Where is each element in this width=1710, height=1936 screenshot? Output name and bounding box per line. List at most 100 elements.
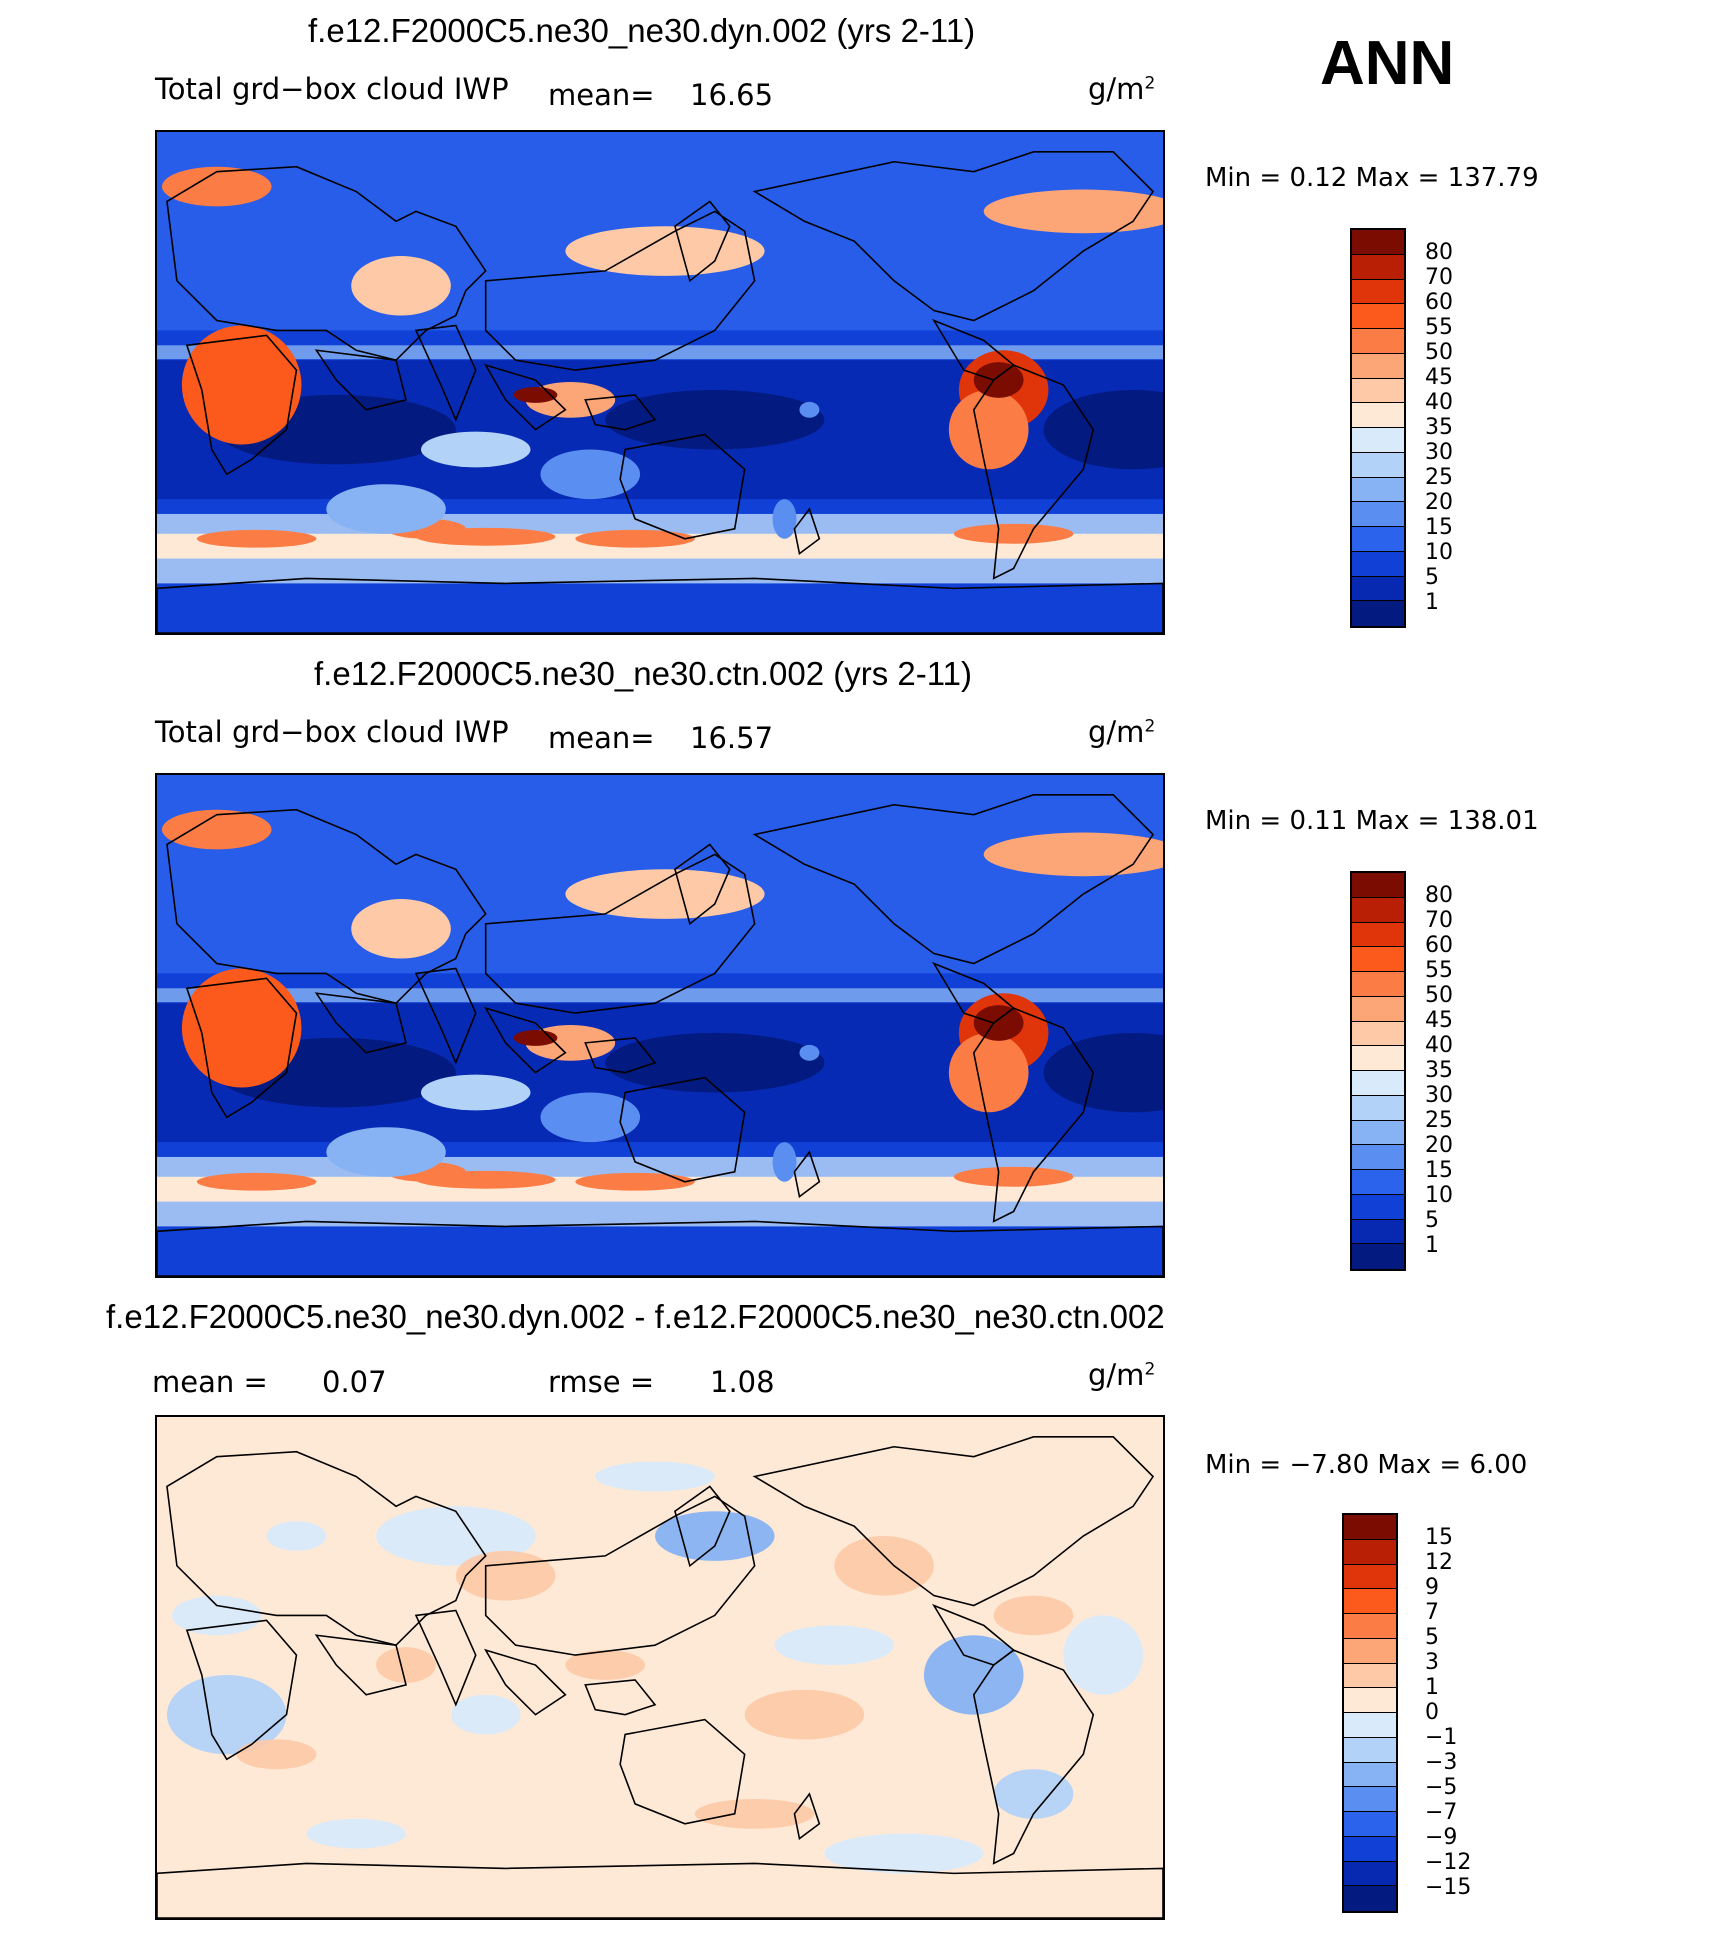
colorbar-tick-label: 45 <box>1425 1008 1453 1033</box>
colorbar-swatch <box>1352 378 1404 404</box>
colorbar-tick-label: 15 <box>1425 1525 1453 1550</box>
colorbar-tick-label: 15 <box>1425 515 1453 540</box>
colorbar-tick-label: 35 <box>1425 1058 1453 1083</box>
colorbar-tick-label: 80 <box>1425 883 1453 908</box>
panel1-mean-label: mean= <box>548 78 655 112</box>
colorbar-swatch <box>1352 279 1404 305</box>
colorbar-tick-label: 9 <box>1425 1575 1439 1600</box>
colorbar-swatch <box>1344 1713 1396 1738</box>
colorbar-swatch <box>1352 502 1404 527</box>
colorbar-tick-label: 3 <box>1425 1650 1439 1675</box>
panel1-units: g/m2 <box>1088 72 1156 106</box>
colorbar-swatch <box>1352 947 1404 972</box>
panel3-mean-label: mean = <box>152 1365 268 1399</box>
colorbar-swatch <box>1352 428 1404 453</box>
colorbar-swatch <box>1344 1762 1396 1788</box>
colorbar-tick-label: 1 <box>1425 590 1439 615</box>
colorbar-tick-label: 35 <box>1425 415 1453 440</box>
colorbar-tick-label: 60 <box>1425 933 1453 958</box>
colorbar-swatch <box>1352 254 1404 280</box>
colorbar-tick-label: 25 <box>1425 465 1453 490</box>
colorbar-swatch <box>1344 1539 1396 1565</box>
colorbar-tick-label: 40 <box>1425 1033 1453 1058</box>
colorbar-swatch <box>1352 527 1404 552</box>
colorbar-tick-label: −15 <box>1425 1875 1472 1900</box>
colorbar-swatch <box>1352 601 1404 626</box>
panel3-colorbar <box>1342 1513 1398 1913</box>
panel2-mean-label: mean= <box>548 721 655 755</box>
colorbar-tick-label: 60 <box>1425 290 1453 315</box>
season-label: ANN <box>1320 29 1455 98</box>
panel1-colorbar <box>1350 228 1406 628</box>
colorbar-tick-label: 10 <box>1425 540 1453 565</box>
colorbar-swatch <box>1352 922 1404 948</box>
colorbar-tick-label: 30 <box>1425 1083 1453 1108</box>
panel3-title: f.e12.F2000C5.ne30_ne30.dyn.002 - f.e12.… <box>106 1298 1165 1335</box>
colorbar-swatch <box>1352 1170 1404 1195</box>
colorbar-tick-label: −1 <box>1425 1725 1458 1750</box>
colorbar-tick-label: 50 <box>1425 983 1453 1008</box>
colorbar-swatch <box>1352 403 1404 428</box>
colorbar-tick-label: 1 <box>1425 1233 1439 1258</box>
colorbar-swatch <box>1352 1194 1404 1220</box>
colorbar-swatch <box>1352 230 1404 255</box>
colorbar-tick-label: 5 <box>1425 565 1439 590</box>
colorbar-tick-label: 45 <box>1425 365 1453 390</box>
colorbar-swatch <box>1352 972 1404 997</box>
colorbar-tick-label: 25 <box>1425 1108 1453 1133</box>
colorbar-tick-label: −3 <box>1425 1750 1458 1775</box>
colorbar-swatch <box>1352 551 1404 577</box>
colorbar-tick-label: 5 <box>1425 1208 1439 1233</box>
panel3-map <box>155 1415 1165 1920</box>
colorbar-swatch <box>1352 897 1404 923</box>
colorbar-swatch <box>1352 1095 1404 1121</box>
colorbar-tick-label: 12 <box>1425 1550 1453 1575</box>
colorbar-swatch <box>1352 477 1404 503</box>
panel2-mean-value: 16.57 <box>690 721 774 755</box>
colorbar-swatch <box>1352 1244 1404 1269</box>
colorbar-swatch <box>1344 1515 1396 1540</box>
panel2-title: f.e12.F2000C5.ne30_ne30.ctn.002 (yrs 2-1… <box>314 655 972 692</box>
colorbar-swatch <box>1352 1071 1404 1096</box>
panel1-map <box>155 130 1165 635</box>
panel2-colorbar <box>1350 871 1406 1271</box>
colorbar-swatch <box>1344 1638 1396 1664</box>
colorbar-swatch <box>1344 1688 1396 1713</box>
colorbar-swatch <box>1352 452 1404 478</box>
panel1-min-max: Min = 0.12 Max = 137.79 <box>1205 163 1539 193</box>
panel1-mean-value: 16.65 <box>690 78 774 112</box>
colorbar-swatch <box>1352 1046 1404 1071</box>
panel3-mean-value: 0.07 <box>322 1365 387 1399</box>
colorbar-tick-label: 55 <box>1425 958 1453 983</box>
colorbar-swatch <box>1344 1787 1396 1812</box>
colorbar-tick-label: 20 <box>1425 490 1453 515</box>
panel3-units: g/m2 <box>1088 1358 1156 1392</box>
panel2-variable: Total grd−box cloud IWP <box>155 715 509 749</box>
colorbar-swatch <box>1352 1219 1404 1245</box>
colorbar-tick-label: 50 <box>1425 340 1453 365</box>
colorbar-tick-label: 55 <box>1425 315 1453 340</box>
panel3-rmse-label: rmse = <box>548 1365 655 1399</box>
colorbar-tick-label: 0 <box>1425 1700 1439 1725</box>
colorbar-tick-label: −7 <box>1425 1800 1458 1825</box>
colorbar-swatch <box>1344 1614 1396 1639</box>
colorbar-swatch <box>1344 1886 1396 1911</box>
colorbar-tick-label: 7 <box>1425 1600 1439 1625</box>
colorbar-tick-label: −9 <box>1425 1825 1458 1850</box>
colorbar-tick-label: 80 <box>1425 240 1453 265</box>
panel2-units: g/m2 <box>1088 715 1156 749</box>
colorbar-tick-label: −5 <box>1425 1775 1458 1800</box>
panel3-rmse-value: 1.08 <box>710 1365 775 1399</box>
colorbar-swatch <box>1352 1145 1404 1170</box>
colorbar-swatch <box>1352 1021 1404 1047</box>
panel1-title: f.e12.F2000C5.ne30_ne30.dyn.002 (yrs 2-1… <box>308 12 976 49</box>
colorbar-swatch <box>1352 996 1404 1022</box>
colorbar-tick-label: 5 <box>1425 1625 1439 1650</box>
colorbar-swatch <box>1352 576 1404 602</box>
colorbar-tick-label: 40 <box>1425 390 1453 415</box>
panel1-variable: Total grd−box cloud IWP <box>155 72 509 106</box>
colorbar-tick-label: 10 <box>1425 1183 1453 1208</box>
colorbar-swatch <box>1344 1589 1396 1614</box>
colorbar-tick-label: 1 <box>1425 1675 1439 1700</box>
colorbar-swatch <box>1352 353 1404 379</box>
